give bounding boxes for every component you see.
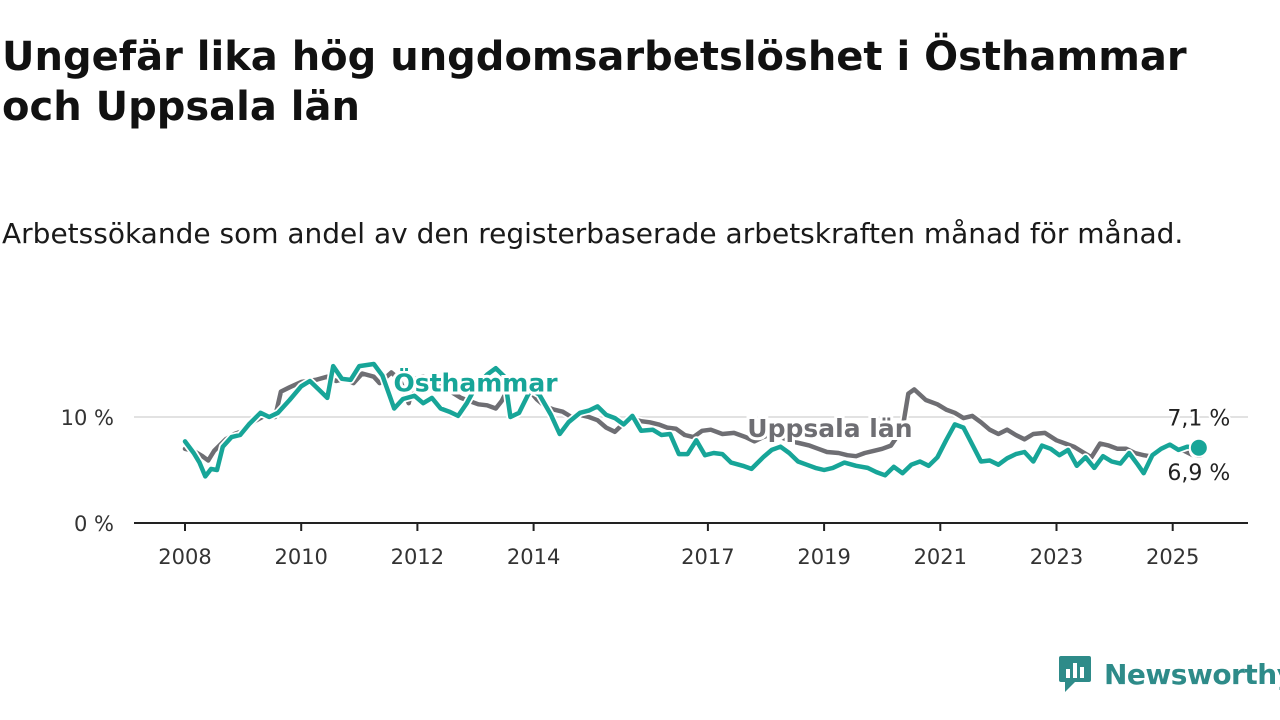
x-tick-label: 2012	[391, 545, 444, 569]
x-tick-label: 2021	[914, 545, 967, 569]
y-tick-label: 0 %	[74, 512, 114, 536]
series-end-marker	[1188, 437, 1209, 458]
chart-subtitle: Arbetssökande som andel av den registerb…	[2, 217, 1184, 250]
newsworthy-logo-icon	[1059, 656, 1091, 692]
x-tick-label: 2023	[1030, 545, 1083, 569]
brand-name: Newsworthy	[1104, 657, 1280, 691]
x-tick-label: 2014	[507, 545, 560, 569]
chart-labels: 6,9 % 7,1 % Östhammar Uppsala län	[390, 365, 1232, 489]
series-annotation: Östhammar	[393, 368, 558, 398]
y-tick-label: 10 %	[61, 406, 114, 430]
chart-series	[181, 360, 1209, 481]
end-value-label: 6,9 %	[1167, 461, 1230, 486]
series-line	[182, 361, 1202, 479]
brand: Newsworthy	[1058, 652, 1280, 696]
x-tick-label: 2010	[274, 545, 327, 569]
series-line	[182, 370, 1202, 463]
x-axis: 2008 2010 2012 2014 2017 2019 2021 2023 2025	[134, 522, 1248, 569]
x-tick-label: 2017	[681, 545, 734, 569]
x-tick-label: 2025	[1146, 545, 1199, 569]
y-axis: 0 % 10 %	[61, 406, 114, 536]
end-value-label: 7,1 %	[1167, 407, 1230, 432]
chart-title: Ungefär lika hög ungdomsarbetslöshet i Ö…	[2, 34, 1187, 130]
series-annotation: Uppsala län	[747, 414, 912, 443]
x-tick-label: 2008	[158, 545, 211, 569]
x-tick-label: 2019	[797, 545, 850, 569]
